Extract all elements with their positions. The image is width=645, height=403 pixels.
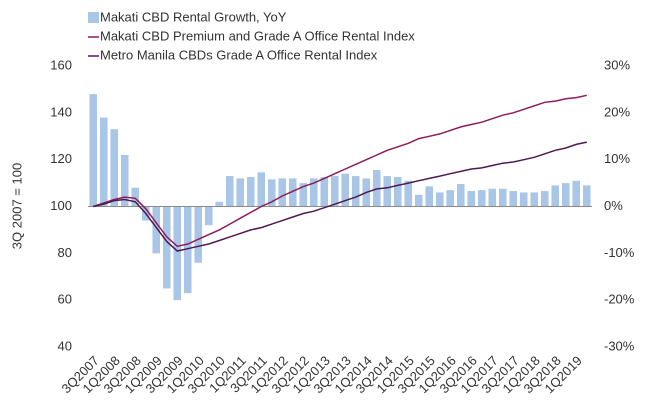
y-tick-label: 80 xyxy=(58,245,72,260)
bar xyxy=(236,178,245,207)
bar xyxy=(162,206,171,289)
bar xyxy=(99,117,108,207)
y2-tick-label: 30% xyxy=(604,57,630,72)
bar xyxy=(120,154,129,207)
y-tick-label: 120 xyxy=(50,151,72,166)
bar xyxy=(582,185,591,207)
bar xyxy=(393,176,402,207)
legend-label: Metro Manila CBDs Grade A Office Rental … xyxy=(100,47,378,62)
bar xyxy=(540,191,549,207)
bar xyxy=(278,178,287,207)
y-tick-label: 160 xyxy=(50,57,72,72)
y2-tick-label: 20% xyxy=(604,104,630,119)
bar xyxy=(320,176,329,207)
bar xyxy=(341,173,350,207)
bar xyxy=(435,192,444,207)
y-tick-label: 40 xyxy=(58,338,72,353)
y2-tick-label: -30% xyxy=(604,338,635,353)
bar xyxy=(288,178,297,207)
bar xyxy=(383,176,392,207)
bar xyxy=(110,129,119,207)
bar xyxy=(425,186,434,207)
line xyxy=(93,141,587,252)
y2-tick-label: -10% xyxy=(604,245,635,260)
bar xyxy=(225,176,234,207)
bar xyxy=(467,191,476,207)
y2-tick-label: -20% xyxy=(604,292,635,307)
bar xyxy=(309,178,318,207)
legend-label: Makati CBD Rental Growth, YoY xyxy=(100,9,287,24)
bar xyxy=(414,194,423,207)
bar xyxy=(456,184,465,207)
y-tick-label: 140 xyxy=(50,104,72,119)
bar xyxy=(215,201,224,207)
bar xyxy=(173,206,182,301)
bar xyxy=(351,176,360,207)
bar xyxy=(194,206,203,263)
y2-tick-label: 10% xyxy=(604,151,630,166)
bar xyxy=(183,206,192,294)
bar xyxy=(257,172,266,207)
y2-tick-label: 0% xyxy=(604,198,623,213)
y-tick-label: 100 xyxy=(50,198,72,213)
legend-label: Makati CBD Premium and Grade A Office Re… xyxy=(100,28,415,43)
bar xyxy=(509,191,518,207)
bar xyxy=(89,94,98,207)
bar xyxy=(299,183,308,207)
y-axis-label: 3Q 2007 = 100 xyxy=(9,163,24,249)
bar xyxy=(477,190,486,207)
bar xyxy=(152,206,161,254)
bar xyxy=(131,187,140,207)
bar xyxy=(446,190,455,207)
bar xyxy=(330,176,339,207)
line xyxy=(93,94,587,248)
bar xyxy=(551,185,560,207)
bar xyxy=(267,179,276,207)
bar xyxy=(498,188,507,207)
bar xyxy=(246,176,255,207)
bar xyxy=(519,192,528,207)
bar xyxy=(404,180,413,207)
legend-swatch xyxy=(88,12,99,23)
bar xyxy=(561,183,570,207)
bar xyxy=(488,188,497,207)
bar xyxy=(530,192,539,207)
y-tick-label: 60 xyxy=(58,292,72,307)
bar xyxy=(204,206,213,226)
bar xyxy=(572,180,581,207)
